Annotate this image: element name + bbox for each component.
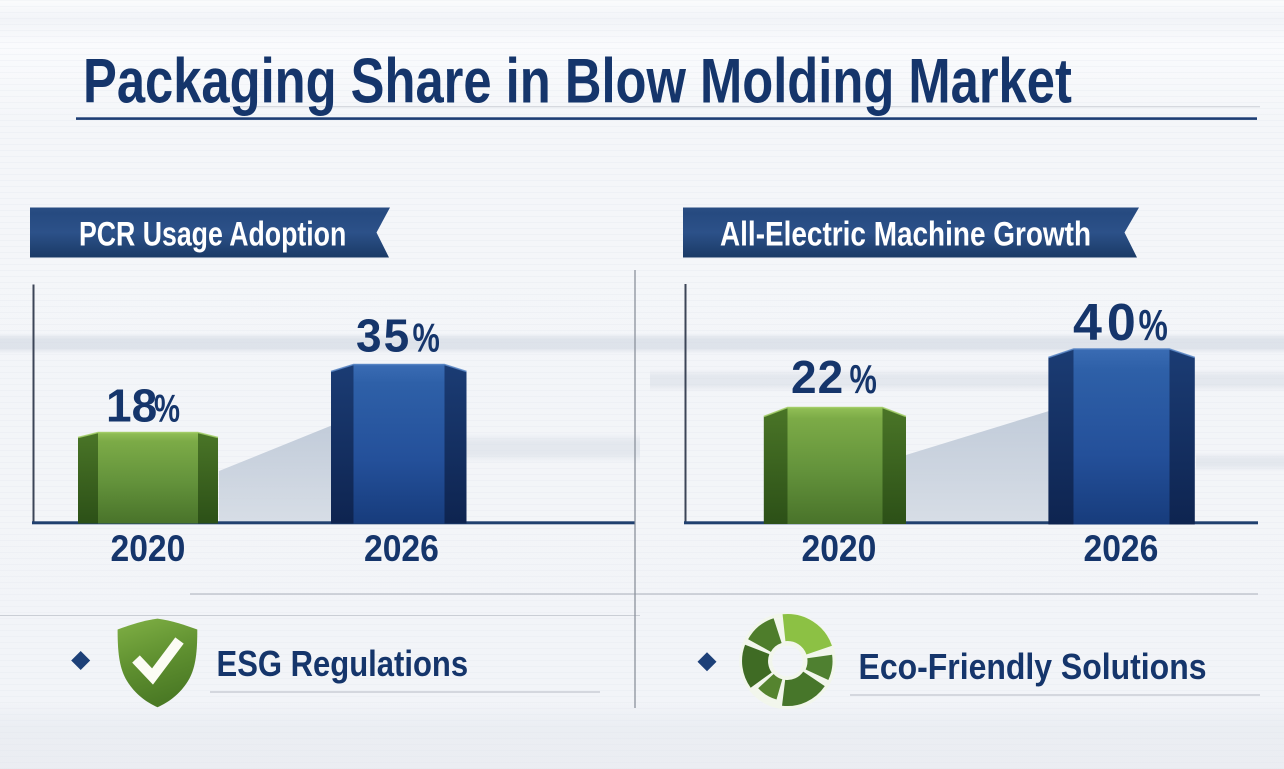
svg-text:2020: 2020 [802,529,877,570]
svg-text:Packaging Share in Blow Moldin: Packaging Share in Blow Molding Market [83,46,1072,117]
svg-text:All-Electric Machine Growth: All-Electric Machine Growth [720,215,1091,253]
svg-text:2020: 2020 [111,529,186,570]
svg-text:ESG Regulations: ESG Regulations [217,645,469,685]
svg-text:%: % [1139,302,1168,351]
svg-text:35: 35 [356,310,411,362]
svg-text:PCR Usage Adoption: PCR Usage Adoption [79,215,346,253]
svg-text:Eco-Friendly Solutions: Eco-Friendly Solutions [859,647,1207,687]
svg-text:2026: 2026 [1084,529,1159,570]
svg-text:22: 22 [791,351,844,403]
svg-text:2026: 2026 [364,529,439,570]
svg-text:%: % [413,314,440,360]
svg-text:18: 18 [106,380,157,432]
svg-text:%: % [850,356,877,402]
svg-text:%: % [154,388,180,431]
svg-text:40: 40 [1073,294,1141,352]
